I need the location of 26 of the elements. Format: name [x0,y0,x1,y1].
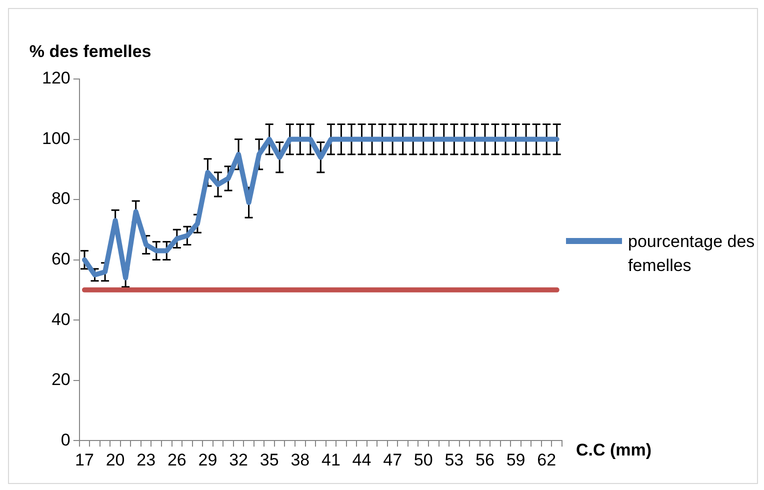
y-tick-label: 40 [51,310,70,329]
x-tick-label: 47 [383,450,402,470]
x-tick-label: 35 [260,450,279,470]
x-tick-label: 44 [352,450,372,470]
y-axis-title: % des femelles [29,42,152,62]
x-tick-label: 23 [136,450,156,470]
x-tick-label: 26 [167,450,186,470]
y-tick-label: 60 [51,249,70,268]
x-tick-label: 38 [290,450,310,470]
x-tick-label: 50 [414,450,433,470]
x-tick-label: 20 [106,450,125,470]
x-tick-label: 62 [537,450,556,470]
x-tick-label: 29 [198,450,218,470]
x-tick-label: 41 [321,450,340,470]
x-tick-label: 17 [75,450,94,470]
y-tick-label: 0 [60,430,70,450]
x-axis-title: C.C (mm) [576,440,652,460]
y-tick-label: 20 [51,370,70,390]
y-tick-label: 80 [51,189,70,208]
x-tick-label: 53 [444,450,464,470]
legend-label: pourcentage des femelles [628,230,756,277]
x-tick-label: 56 [476,450,494,470]
y-tick-label: 100 [42,128,70,148]
y-tick-label: 120 [42,68,70,88]
x-tick-label: 59 [506,450,526,470]
x-tick-label: 32 [229,450,248,470]
